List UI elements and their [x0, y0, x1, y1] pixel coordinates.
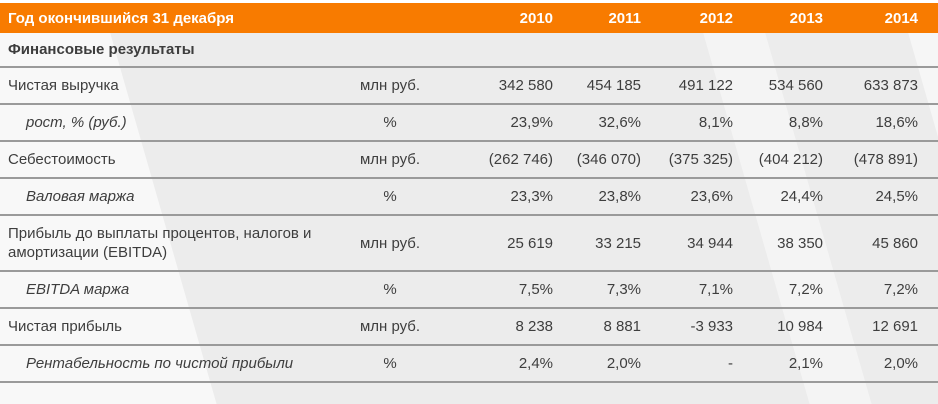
- value-cell: 8 881: [603, 318, 642, 335]
- row-label: Чистая выручка: [8, 77, 119, 94]
- value-cell: 34 944: [687, 234, 734, 252]
- value-cell: 454 185: [586, 77, 642, 94]
- value-cell: 2,4%: [518, 355, 554, 372]
- value-cell: 342 580: [498, 77, 554, 94]
- value-cell: 7,2%: [788, 281, 824, 298]
- value-cell: 8,1%: [698, 114, 734, 131]
- year-header-2014: 2014: [884, 9, 919, 27]
- value-cell: 7,3%: [606, 281, 642, 298]
- section-header-row: Финансовые результаты: [0, 33, 938, 68]
- row-label: Себестоимость: [8, 151, 116, 168]
- value-cell: 534 560: [768, 77, 824, 94]
- value-cell: 23,3%: [510, 188, 554, 205]
- table-row-gross-margin: Валовая маржа % 23,3% 23,8% 23,6% 24,4% …: [0, 178, 938, 215]
- value-cell: (262 746): [488, 151, 554, 168]
- table-header-row: Год окончившийся 31 декабря 2010 2011 20…: [0, 3, 938, 33]
- table-title: Год окончившийся 31 декабря: [8, 9, 235, 27]
- value-cell: 633 873: [863, 77, 919, 94]
- unit-cell: млн руб.: [359, 318, 421, 335]
- table-row-revenue-growth: рост, % (руб.) % 23,9% 32,6% 8,1% 8,8% 1…: [0, 104, 938, 141]
- value-cell: 8,8%: [788, 114, 824, 131]
- value-cell: 25 619: [507, 234, 554, 252]
- table-row-net-profit-margin: Рентабельность по чистой прибыли % 2,4% …: [0, 345, 938, 382]
- table-row-net-revenue: Чистая выручка млн руб. 342 580 454 185 …: [0, 67, 938, 104]
- row-label: Валовая маржа: [26, 188, 135, 205]
- value-cell: 2,1%: [788, 355, 824, 372]
- table-row-net-profit: Чистая прибыль млн руб. 8 238 8 881 -3 9…: [0, 308, 938, 345]
- value-cell: -: [728, 355, 734, 372]
- unit-cell: %: [383, 281, 397, 298]
- value-cell: 23,9%: [510, 114, 554, 131]
- section-title: Финансовые результаты: [0, 33, 938, 68]
- unit-cell: млн руб.: [359, 234, 421, 252]
- row-label: Прибыль до выплаты процентов, налогов и …: [8, 225, 312, 261]
- value-cell: (375 325): [668, 151, 734, 168]
- financial-results-table: Год окончившийся 31 декабря 2010 2011 20…: [0, 3, 938, 383]
- unit-cell: %: [383, 188, 397, 205]
- value-cell: 33 215: [595, 234, 642, 252]
- value-cell: 32,6%: [598, 114, 642, 131]
- table-row-cost-of-sales: Себестоимость млн руб. (262 746) (346 07…: [0, 141, 938, 178]
- value-cell: 45 860: [872, 234, 919, 252]
- value-cell: 2,0%: [606, 355, 642, 372]
- unit-cell: %: [383, 355, 397, 372]
- unit-cell: млн руб.: [359, 77, 421, 94]
- row-label: Чистая прибыль: [8, 318, 122, 335]
- row-label: рост, % (руб.): [26, 114, 127, 131]
- year-header-2011: 2011: [608, 9, 642, 27]
- value-cell: 2,0%: [883, 355, 919, 372]
- table-row-ebitda-margin: EBITDA маржа % 7,5% 7,3% 7,1% 7,2% 7,2%: [0, 271, 938, 308]
- value-cell: 7,1%: [698, 281, 734, 298]
- value-cell: 7,5%: [518, 281, 554, 298]
- value-cell: (404 212): [758, 151, 824, 168]
- value-cell: 8 238: [515, 318, 554, 335]
- value-cell: 10 984: [777, 318, 824, 335]
- value-cell: (346 070): [576, 151, 642, 168]
- value-cell: 24,5%: [875, 188, 919, 205]
- value-cell: (478 891): [853, 151, 919, 168]
- value-cell: -3 933: [690, 318, 734, 335]
- top-white-strip: [0, 0, 938, 3]
- value-cell: 12 691: [872, 318, 919, 335]
- row-label: Рентабельность по чистой прибыли: [26, 355, 294, 372]
- unit-cell: %: [383, 114, 397, 131]
- year-header-2012: 2012: [699, 9, 734, 27]
- row-label: EBITDA маржа: [26, 281, 130, 298]
- year-header-2013: 2013: [789, 9, 824, 27]
- value-cell: 24,4%: [780, 188, 824, 205]
- value-cell: 7,2%: [883, 281, 919, 298]
- value-cell: 491 122: [678, 77, 734, 94]
- table-row-ebitda: Прибыль до выплаты процентов, налогов и …: [0, 215, 938, 271]
- value-cell: 23,6%: [690, 188, 734, 205]
- value-cell: 38 350: [777, 234, 824, 252]
- year-header-2010: 2010: [519, 9, 554, 27]
- unit-cell: млн руб.: [359, 151, 421, 168]
- value-cell: 18,6%: [875, 114, 919, 131]
- value-cell: 23,8%: [598, 188, 642, 205]
